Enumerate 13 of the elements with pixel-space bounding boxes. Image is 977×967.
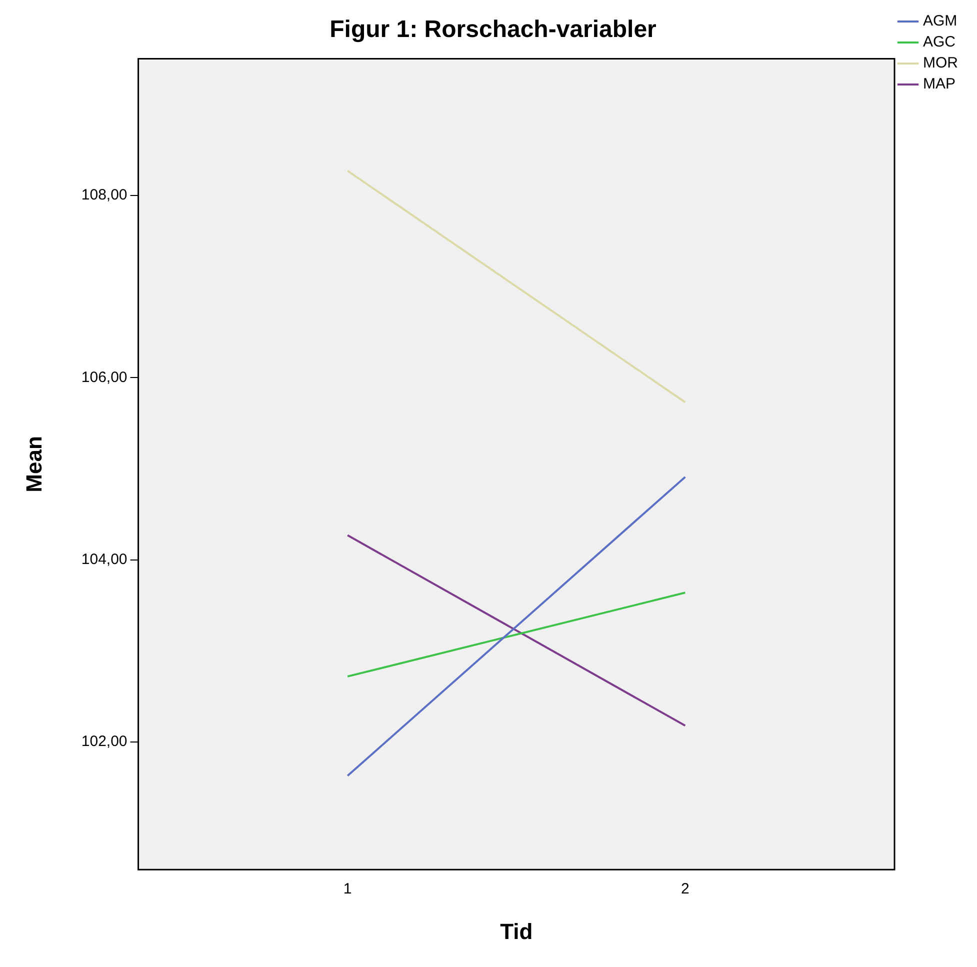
y-tick-label: 106,00: [81, 368, 128, 386]
y-axis-title: Mean: [21, 436, 46, 492]
x-tick-label: 2: [681, 880, 690, 898]
y-tick-label: 104,00: [81, 550, 128, 568]
legend-label: AGM: [923, 12, 958, 30]
x-tick-label: 1: [343, 880, 352, 898]
legend-label: MOR: [923, 54, 958, 72]
y-tick-label: 102,00: [81, 733, 128, 750]
x-axis-title: Tid: [500, 918, 533, 944]
legend-label: AGC: [923, 34, 956, 51]
y-tick-label: 108,00: [81, 186, 128, 204]
legend-label: MAP: [923, 76, 956, 93]
chart-title: Figur 1: Rorschach-variabler: [330, 16, 656, 44]
